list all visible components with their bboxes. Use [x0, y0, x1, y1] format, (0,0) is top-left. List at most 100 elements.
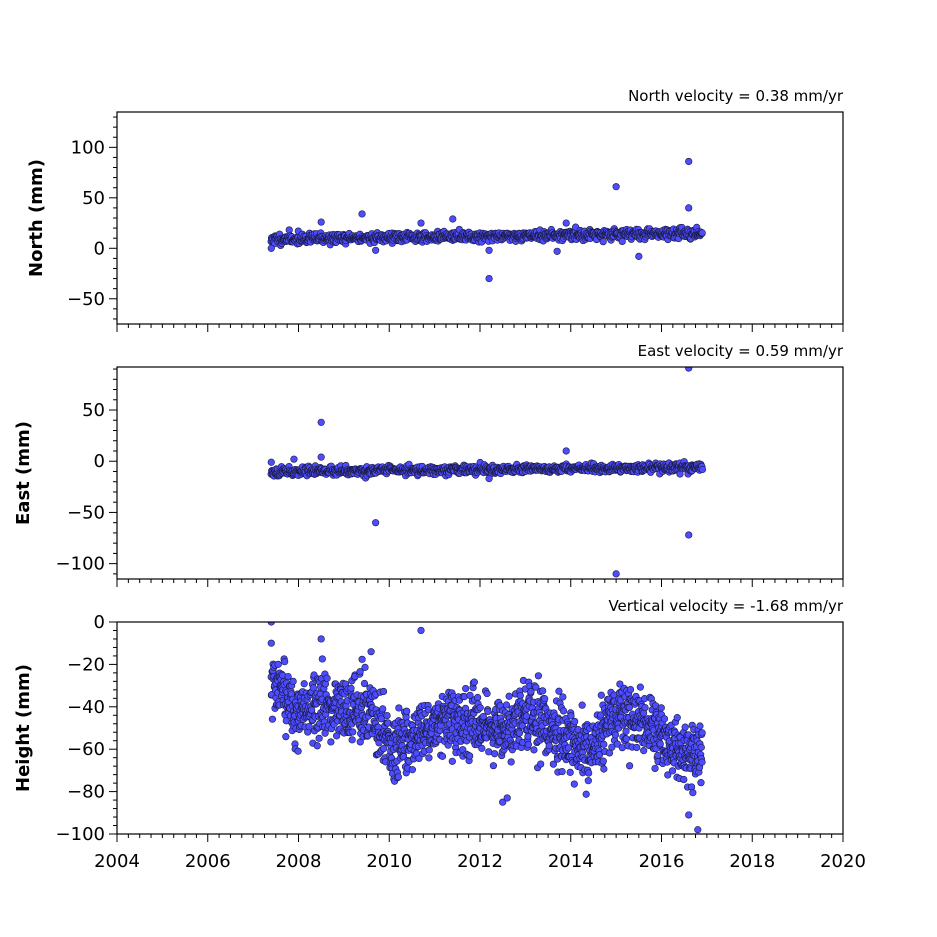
data-point	[267, 458, 275, 466]
north-x-axis	[116, 324, 844, 332]
data-point	[685, 204, 693, 212]
data-point	[584, 777, 592, 785]
data-point	[474, 693, 482, 702]
x-tick-label: 2020	[820, 851, 866, 872]
data-point	[673, 714, 681, 722]
data-point	[698, 729, 706, 737]
data-point	[317, 418, 325, 426]
data-point	[417, 219, 425, 227]
data-point	[681, 723, 689, 731]
north-scatter-points	[267, 157, 706, 283]
data-point	[567, 712, 575, 720]
data-point	[622, 727, 630, 735]
data-point	[668, 767, 677, 775]
data-point	[549, 760, 557, 768]
data-point	[564, 744, 573, 752]
data-point	[685, 531, 693, 539]
data-point	[612, 183, 620, 191]
data-point	[356, 668, 364, 676]
data-point	[476, 704, 484, 712]
height-scatter-points	[267, 622, 706, 834]
data-point	[470, 678, 478, 686]
y-tick-label: 50	[82, 400, 105, 421]
data-point	[697, 779, 705, 787]
data-point	[625, 762, 634, 770]
north-panel: 100 50 0 −50 North (mm) North velocity = 0.38…	[26, 87, 844, 332]
data-point	[285, 226, 293, 234]
data-point	[625, 703, 633, 712]
north-velocity-title: North velocity = 0.38 mm/yr	[628, 87, 844, 105]
y-tick-label: 0	[94, 612, 105, 633]
data-point	[616, 680, 624, 688]
data-point	[360, 679, 369, 688]
data-point	[282, 733, 290, 741]
data-point	[685, 367, 693, 372]
east-y-axis: 50 0 −50 −100	[56, 368, 117, 575]
data-point	[597, 691, 605, 699]
data-point	[553, 247, 561, 255]
data-point	[698, 465, 707, 474]
data-point	[633, 743, 641, 752]
data-point	[318, 655, 326, 663]
data-point	[485, 246, 493, 254]
data-point	[358, 655, 366, 663]
data-point	[578, 701, 586, 709]
data-point	[612, 570, 620, 578]
data-point	[640, 747, 648, 755]
data-point	[317, 218, 325, 226]
data-point	[267, 244, 275, 252]
east-panel: 50 0 −50 −100 East (mm) East velocity = 0.59 …	[13, 342, 844, 587]
data-point	[656, 740, 664, 748]
data-point	[697, 743, 705, 751]
data-point	[348, 736, 356, 744]
data-point	[327, 738, 335, 746]
north-axes-frame	[116, 111, 844, 325]
data-point	[395, 704, 403, 712]
data-point	[438, 752, 447, 760]
y-tick-label: −20	[67, 654, 105, 675]
data-point	[595, 751, 604, 759]
north-y-axis-label: North (mm)	[26, 159, 47, 277]
x-tick-label: 2004	[94, 851, 140, 872]
data-point	[485, 274, 493, 283]
data-point	[377, 715, 385, 723]
data-point	[284, 672, 292, 681]
data-point	[289, 677, 297, 685]
data-point	[294, 747, 302, 755]
data-point	[582, 790, 590, 798]
data-point	[489, 762, 498, 770]
x-tick-label: 2006	[185, 851, 231, 872]
data-point	[698, 229, 706, 237]
height-y-axis: 0 −20 −40 −60 −80 −100	[56, 612, 117, 845]
data-point	[267, 639, 275, 647]
data-point	[483, 689, 491, 698]
data-point	[317, 453, 325, 461]
data-point	[680, 775, 688, 784]
data-point	[425, 754, 433, 762]
x-tick-label: 2008	[276, 851, 322, 872]
data-point	[599, 238, 607, 246]
data-point	[361, 663, 369, 671]
x-tick-label: 2016	[639, 851, 685, 872]
data-point	[611, 731, 620, 739]
data-point	[532, 683, 540, 691]
data-point	[635, 252, 643, 260]
data-point	[618, 237, 626, 246]
data-point	[383, 711, 391, 720]
data-point	[694, 826, 702, 834]
data-point	[491, 750, 499, 758]
y-tick-label: −100	[56, 554, 105, 575]
data-point	[317, 635, 325, 643]
data-point	[462, 684, 470, 693]
data-point	[394, 773, 402, 781]
data-point	[654, 751, 662, 760]
y-tick-label: −50	[67, 289, 105, 310]
data-point	[608, 743, 616, 751]
data-point	[566, 768, 574, 776]
data-point	[626, 685, 635, 694]
data-point	[664, 771, 672, 779]
data-point	[403, 707, 411, 715]
data-point	[539, 687, 547, 695]
data-point	[571, 717, 579, 726]
data-point	[379, 705, 387, 713]
